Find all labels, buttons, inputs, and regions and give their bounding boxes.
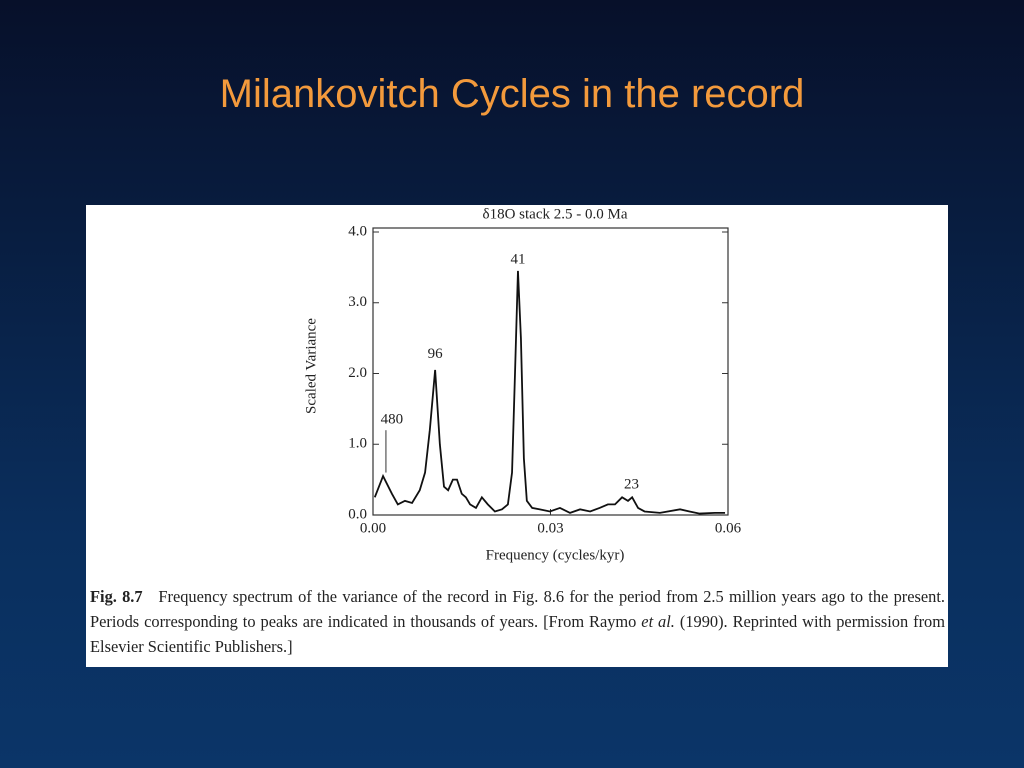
peak-label: 96 bbox=[428, 346, 444, 362]
peak-label: 41 bbox=[510, 252, 525, 268]
slide-title: Milankovitch Cycles in the record bbox=[219, 72, 805, 116]
chart-title: δ18O stack 2.5 - 0.0 Ma bbox=[483, 206, 628, 222]
x-tick-label: 0.03 bbox=[537, 520, 563, 536]
caption-text-end: (1990). Reprinted with permission from E… bbox=[90, 612, 945, 656]
x-axis-label: Frequency (cycles/kyr) bbox=[486, 547, 625, 563]
y-tick-label: 0.0 bbox=[348, 506, 367, 522]
caption-italic: et al. bbox=[641, 612, 675, 631]
plot-frame bbox=[372, 227, 729, 516]
x-tick-label: 0.00 bbox=[360, 520, 386, 536]
spectrum-line bbox=[373, 270, 726, 515]
peak-label: 23 bbox=[624, 477, 639, 493]
caption-text: Frequency spectrum of the variance of th… bbox=[90, 587, 946, 631]
peak-label: 480 bbox=[381, 412, 404, 428]
caption-label: Fig. 8.7 bbox=[90, 587, 143, 606]
x-tick-label: 0.06 bbox=[715, 520, 742, 536]
y-axis-label: Scaled Variance bbox=[303, 318, 319, 414]
y-tick-label: 1.0 bbox=[348, 436, 367, 452]
y-tick-label: 4.0 bbox=[348, 223, 367, 239]
y-tick-label: 3.0 bbox=[348, 294, 367, 310]
figure-caption: Fig. 8.7 Frequency spectrum of the varia… bbox=[90, 584, 945, 659]
y-tick-label: 2.0 bbox=[348, 365, 367, 381]
